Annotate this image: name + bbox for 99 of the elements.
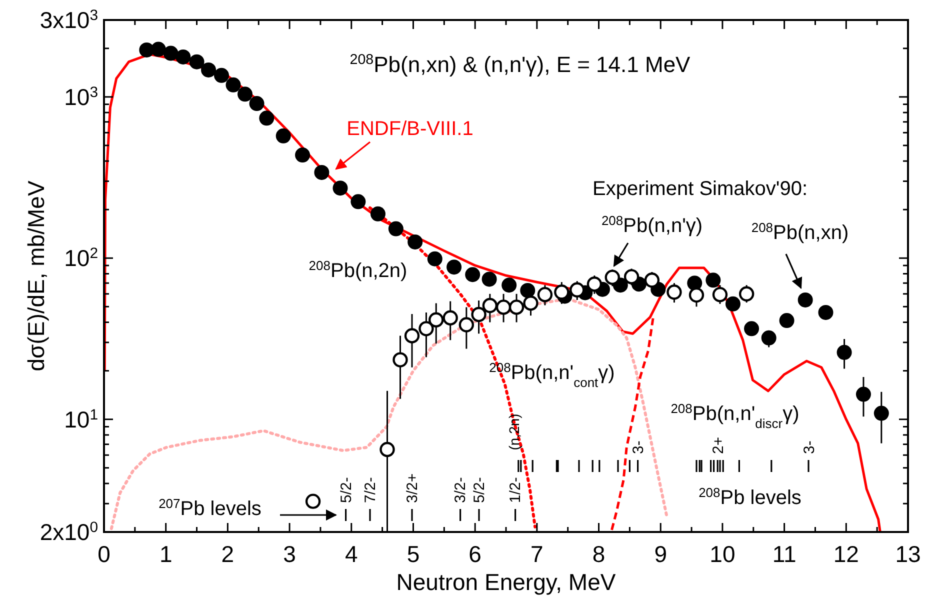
x-tick-label: 10 <box>710 541 736 567</box>
x-tick-label: 13 <box>895 541 921 567</box>
point <box>779 313 794 328</box>
point <box>176 49 191 64</box>
annotation: (n,2n) <box>506 414 522 450</box>
point <box>624 269 640 284</box>
point <box>295 148 310 163</box>
point <box>350 194 366 210</box>
annotation: 5/2- <box>338 477 355 503</box>
point <box>388 221 404 236</box>
point <box>442 310 458 326</box>
point <box>471 306 486 322</box>
point <box>249 96 264 112</box>
point <box>189 54 204 70</box>
annotation: 5/2- <box>471 477 488 503</box>
point <box>725 296 740 312</box>
annotation: 3/2+ <box>404 473 421 503</box>
x-tick-label: 12 <box>833 541 859 567</box>
point <box>482 272 497 287</box>
point <box>520 282 536 298</box>
y-axis-title: dσ(E)/dE, mb/MeV <box>23 180 49 372</box>
annotation: 1/2- <box>507 477 524 503</box>
point <box>370 206 386 222</box>
point <box>392 352 408 368</box>
point <box>305 494 321 509</box>
x-tick-label: 11 <box>772 541 796 567</box>
point <box>706 272 721 288</box>
point <box>446 260 462 275</box>
point <box>428 312 444 328</box>
annotation: $^{208}$Pb(n,n'$_{discr}$γ) <box>670 400 800 430</box>
text: $^{208}$Pb(n,xn) <box>751 220 849 244</box>
x-tick-label: 8 <box>592 541 606 567</box>
point <box>738 286 754 302</box>
annotation: 2+ <box>710 436 727 454</box>
point <box>761 330 776 346</box>
point <box>380 442 395 458</box>
y-tick-label: 10$^{2}$ <box>64 244 98 272</box>
x-tick-label: 7 <box>530 541 544 567</box>
point <box>818 304 834 320</box>
x-tick-label: 0 <box>98 541 110 567</box>
point <box>644 272 660 288</box>
x-axis-title: Neutron Energy, MeV <box>396 569 616 595</box>
y-tick-label: 2x10$^{0}$ <box>40 518 98 545</box>
point <box>496 300 512 315</box>
annotation: $^{208}$Pb(n,2n) <box>308 258 408 282</box>
y-tick-label: 10$^{1}$ <box>64 406 98 432</box>
annotation: 7/2- <box>362 477 379 503</box>
point <box>238 86 253 102</box>
point <box>502 278 517 293</box>
point <box>836 344 852 360</box>
annotation: 3- <box>630 440 647 454</box>
annotation: Experiment Simakov'90: <box>592 178 808 200</box>
point <box>408 234 423 250</box>
point <box>163 46 178 61</box>
point <box>482 298 498 314</box>
point <box>712 286 728 302</box>
y-tick-label: 10$^{3}$ <box>64 83 98 110</box>
y-tick-label: 3x10$^{3}$ <box>40 6 98 33</box>
point <box>201 62 216 78</box>
point <box>537 286 553 302</box>
point <box>570 282 585 298</box>
point <box>276 128 291 144</box>
x-tick-label: 9 <box>654 541 668 567</box>
point <box>465 267 480 282</box>
point <box>427 251 442 266</box>
point <box>404 328 420 344</box>
x-tick-label: 3 <box>283 541 296 567</box>
annotation: $^{208}$Pb levels <box>698 484 802 509</box>
point <box>332 180 348 196</box>
annotation: $^{207}$Pb levels <box>158 496 262 520</box>
annotation: 3/2- <box>452 477 469 503</box>
point <box>150 42 166 57</box>
x-tick-label: 1 <box>159 541 172 567</box>
point <box>798 292 813 308</box>
point <box>688 287 704 303</box>
point <box>314 164 330 180</box>
point <box>214 68 230 83</box>
series-label: ENDF/B-VIII.1 <box>346 118 474 140</box>
point <box>554 284 570 300</box>
point <box>666 284 682 300</box>
point <box>508 300 524 315</box>
text: $^{208}$Pb(n,xn) & (n,n'γ), E = 14.1 MeV <box>350 52 691 77</box>
x-tick-label: 5 <box>406 541 420 567</box>
point <box>744 321 760 336</box>
point <box>418 321 434 336</box>
x-tick-label: 2 <box>221 541 234 567</box>
point <box>586 276 602 292</box>
point <box>604 270 620 285</box>
series-label: $^{208}$Pb(n,n'γ) <box>601 212 703 237</box>
annotation: 3- <box>801 440 818 454</box>
point <box>226 77 241 92</box>
x-tick-label: 4 <box>344 541 358 567</box>
point <box>856 386 871 402</box>
point <box>687 276 702 291</box>
point <box>523 295 538 311</box>
point <box>458 317 474 332</box>
point <box>874 406 889 421</box>
x-tick-label: 6 <box>468 541 482 567</box>
point <box>259 110 274 126</box>
